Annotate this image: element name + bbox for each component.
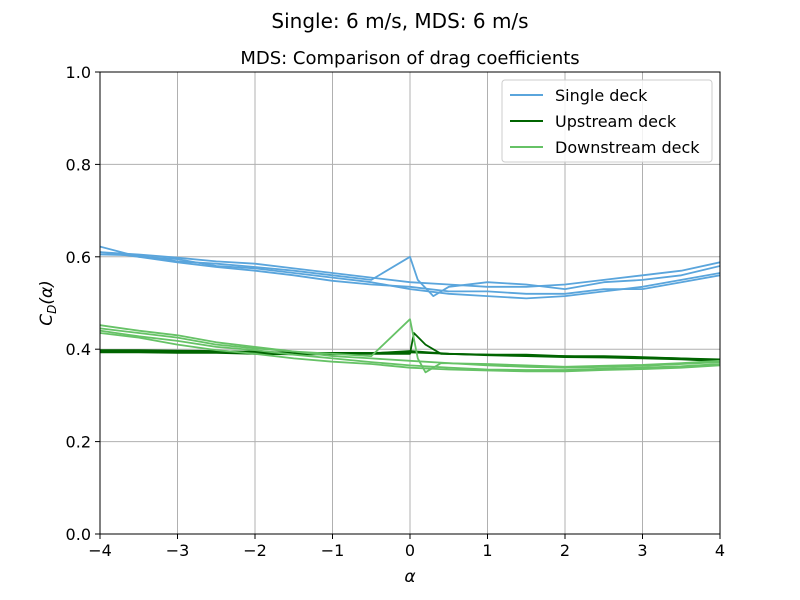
legend-label-single: Single deck: [555, 86, 648, 105]
series-upstream-deck: [100, 332, 720, 363]
y-axis-label-sub: D: [45, 305, 59, 314]
series-line-downstream-deck: [100, 332, 720, 373]
series-line-single-deck: [100, 251, 720, 288]
y-tick-label: 0.4: [66, 340, 91, 359]
x-tick-label: −1: [321, 541, 345, 560]
y-tick-label: 0.2: [66, 433, 91, 452]
series-line-single-deck: [100, 253, 720, 297]
x-tick-label: −3: [166, 541, 190, 560]
series-line-single-deck: [100, 251, 720, 295]
series-line-downstream-deck: [100, 329, 720, 371]
x-tick-label: 1: [482, 541, 492, 560]
y-axis-label: CD(α): [37, 280, 59, 326]
legend-label-upstream: Upstream deck: [555, 112, 677, 131]
series-line-upstream-deck: [100, 350, 720, 363]
y-axis-label-tail: (α): [37, 280, 57, 304]
y-tick-label: 0.6: [66, 248, 91, 267]
chart-title: MDS: Comparison of drag coefficients: [240, 48, 579, 69]
series-line-downstream-deck: [100, 327, 720, 369]
legend-box: [501, 79, 713, 163]
x-tick-label: −2: [243, 541, 267, 560]
x-axis-label: α: [404, 567, 415, 587]
y-axis-label-main: C: [37, 314, 57, 326]
series-downstream-deck: [100, 318, 720, 374]
x-tick-label: 2: [560, 541, 570, 560]
legend: Single deck Upstream deck Downstream dec…: [501, 79, 713, 163]
y-tick-label: 0.0: [66, 525, 91, 544]
series-layer: [100, 245, 720, 374]
x-axis-ticks: −4 −3 −2 −1 0 1 2 3 4: [88, 534, 725, 560]
series-single-deck: [100, 245, 720, 300]
y-tick-label: 0.8: [66, 155, 91, 174]
x-tick-label: −4: [88, 541, 112, 560]
x-tick-label: 4: [715, 541, 725, 560]
legend-label-downstream: Downstream deck: [555, 138, 700, 157]
x-tick-label: 0: [405, 541, 415, 560]
series-line-downstream-deck: [100, 318, 720, 374]
y-axis-ticks: 0.0 0.2 0.4 0.6 0.8 1.0: [66, 63, 100, 544]
x-tick-label: 3: [637, 541, 647, 560]
figure-suptitle: Single: 6 m/s, MDS: 6 m/s: [271, 9, 528, 33]
y-tick-label: 1.0: [66, 63, 91, 82]
